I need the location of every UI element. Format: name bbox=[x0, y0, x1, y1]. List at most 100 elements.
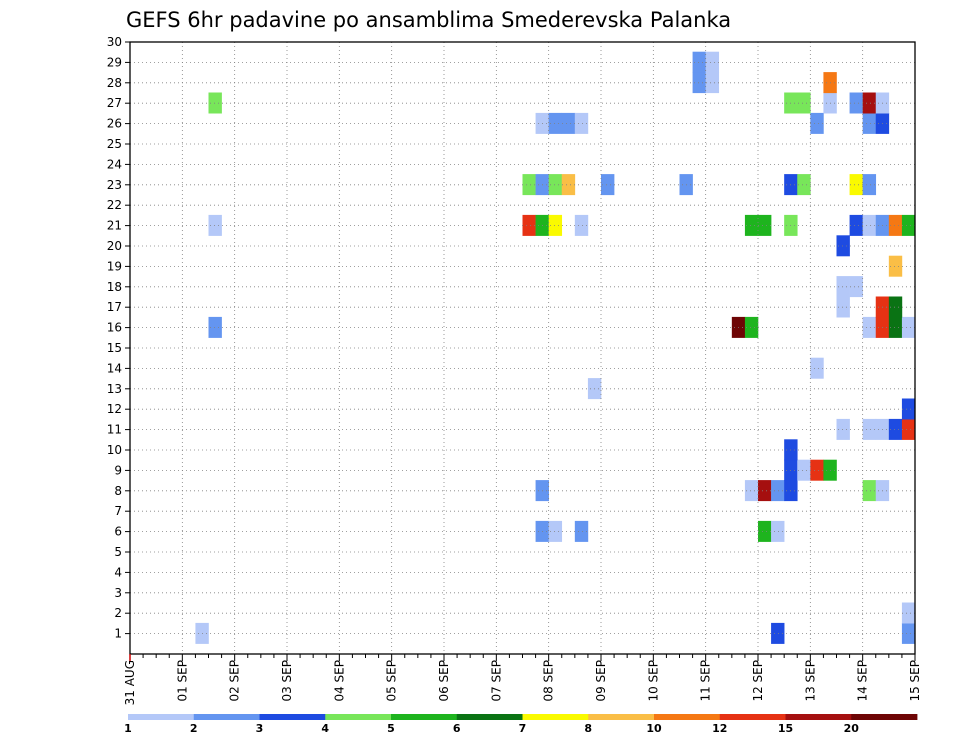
data-cell bbox=[849, 214, 863, 236]
x-tick-label: 11 SEP bbox=[699, 660, 713, 702]
chart-title: GEFS 6hr padavine po ansamblima Smederev… bbox=[126, 8, 731, 32]
data-cell bbox=[771, 520, 785, 542]
x-tick-label: 13 SEP bbox=[803, 660, 817, 702]
y-tick-label: 9 bbox=[114, 463, 122, 477]
data-cell bbox=[522, 174, 536, 196]
data-cell bbox=[705, 51, 720, 73]
y-tick-label: 20 bbox=[107, 239, 122, 253]
x-tick-label: 05 SEP bbox=[385, 660, 399, 702]
colorbar-swatch bbox=[785, 714, 852, 720]
x-axis: 31 AUG 01 SEP 02 SEP 03 SEP 04 SEP 05 SEP 06 S… bbox=[123, 654, 922, 705]
data-cell bbox=[888, 296, 903, 318]
y-tick-label: 15 bbox=[107, 341, 122, 355]
data-cell bbox=[208, 214, 222, 236]
data-cell bbox=[901, 398, 916, 420]
data-cell bbox=[836, 418, 850, 440]
data-cell bbox=[744, 214, 759, 236]
y-tick-label: 16 bbox=[107, 321, 122, 335]
y-tick-label: 26 bbox=[107, 117, 122, 131]
data-cell bbox=[744, 480, 759, 502]
data-cell bbox=[810, 357, 824, 379]
data-cell bbox=[771, 622, 785, 644]
data-cell bbox=[862, 418, 877, 440]
data-cell bbox=[561, 112, 576, 134]
x-tick-label: 10 SEP bbox=[646, 660, 660, 702]
data-cell bbox=[888, 255, 903, 277]
y-tick-label: 2 bbox=[114, 606, 122, 620]
colorbar-swatch bbox=[719, 714, 786, 720]
data-cell bbox=[758, 480, 772, 502]
y-tick-label: 23 bbox=[107, 178, 122, 192]
y-tick-label: 13 bbox=[107, 382, 122, 396]
data-cell bbox=[862, 112, 877, 134]
x-tick-label: 15 SEP bbox=[908, 660, 922, 702]
y-tick-label: 28 bbox=[107, 76, 122, 90]
data-cell bbox=[692, 51, 706, 73]
colorbar-swatch bbox=[522, 714, 589, 720]
grid-lines bbox=[130, 42, 915, 654]
colorbar-label: 10 bbox=[646, 722, 662, 735]
data-cell bbox=[901, 316, 916, 338]
y-tick-label: 18 bbox=[107, 280, 122, 294]
data-cell bbox=[888, 418, 903, 440]
y-tick-label: 7 bbox=[114, 504, 122, 518]
colorbar-label: 8 bbox=[584, 722, 592, 735]
y-tick-label: 19 bbox=[107, 259, 122, 273]
colorbar-swatch bbox=[588, 714, 655, 720]
y-tick-label: 4 bbox=[114, 565, 122, 579]
colorbar-swatch bbox=[851, 714, 918, 720]
data-cell bbox=[548, 214, 563, 236]
data-cell bbox=[548, 174, 563, 196]
y-tick-label: 24 bbox=[107, 157, 122, 171]
data-cell bbox=[548, 112, 563, 134]
data-cell bbox=[810, 112, 824, 134]
x-tick-label: 08 SEP bbox=[542, 660, 556, 702]
colorbar-label: 12 bbox=[712, 722, 727, 735]
y-tick-label: 21 bbox=[107, 219, 122, 233]
y-tick-label: 30 bbox=[107, 35, 122, 49]
data-cell bbox=[888, 316, 903, 338]
y-tick-label: 11 bbox=[107, 423, 122, 437]
y-tick-label: 10 bbox=[107, 443, 122, 457]
colorbar-label: 5 bbox=[387, 722, 395, 735]
x-tick-label: 06 SEP bbox=[437, 660, 451, 702]
colorbar: 1 2 3 4 5 6 7 8 10 12 15 20 bbox=[124, 714, 918, 735]
y-tick-label: 25 bbox=[107, 137, 122, 151]
y-tick-label: 22 bbox=[107, 198, 122, 212]
y-tick-label: 29 bbox=[107, 55, 122, 69]
x-tick-label: 14 SEP bbox=[856, 660, 870, 702]
x-tick-label: 03 SEP bbox=[280, 660, 294, 702]
y-tick-label: 12 bbox=[107, 402, 122, 416]
data-cell bbox=[862, 480, 877, 502]
colorbar-swatch bbox=[325, 714, 392, 720]
data-cell bbox=[574, 214, 589, 236]
data-cell bbox=[574, 112, 589, 134]
data-cell bbox=[862, 316, 877, 338]
x-tick-label: 01 SEP bbox=[175, 660, 189, 702]
colorbar-swatch bbox=[391, 714, 458, 720]
data-cell bbox=[901, 602, 916, 624]
y-tick-label: 6 bbox=[114, 525, 122, 539]
colorbar-swatch bbox=[456, 714, 523, 720]
colorbar-swatch bbox=[193, 714, 260, 720]
colorbar-swatch bbox=[654, 714, 721, 720]
y-tick-label: 8 bbox=[114, 484, 122, 498]
y-axis: 1234567891011121314151617181920212223242… bbox=[107, 35, 130, 641]
data-cell bbox=[548, 520, 563, 542]
y-tick-label: 3 bbox=[114, 586, 122, 600]
data-cell bbox=[797, 92, 811, 114]
x-tick-label: 02 SEP bbox=[228, 660, 242, 702]
colorbar-label: 1 bbox=[124, 722, 132, 735]
colorbar-label: 7 bbox=[519, 722, 527, 735]
data-cell bbox=[810, 459, 824, 481]
y-tick-label: 17 bbox=[107, 300, 122, 314]
data-cell bbox=[849, 174, 863, 196]
data-cell bbox=[901, 622, 916, 644]
data-cell bbox=[758, 520, 772, 542]
y-tick-label: 5 bbox=[114, 545, 122, 559]
data-cell bbox=[901, 214, 916, 236]
data-cell bbox=[208, 316, 222, 338]
x-tick-label: 09 SEP bbox=[594, 660, 608, 702]
y-tick-label: 14 bbox=[107, 361, 122, 375]
